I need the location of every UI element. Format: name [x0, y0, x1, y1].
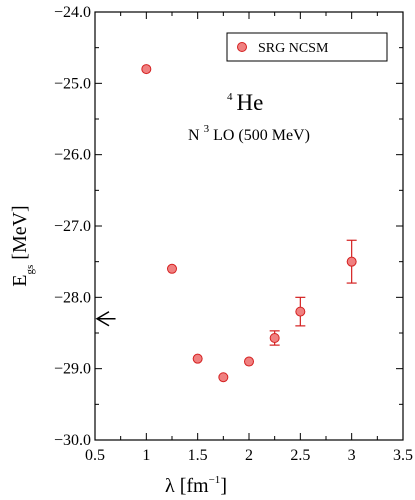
reference-arrow [95, 311, 116, 327]
nucleus-mass-number: 4 [227, 91, 233, 103]
x-axis-title: λ [fm−1] [165, 474, 227, 497]
tick-label-group: 0.5 1 1.5 2 2.5 3 3.5 −24.0 −25.0 −26.0 −27.0 −28.0… [54, 4, 413, 464]
y-axis-title-tail: [MeV] [9, 205, 31, 264]
x-tick-label: 3 [348, 447, 356, 464]
interaction-order: 3 [204, 123, 210, 135]
x-axis-title-tail: ] [220, 475, 227, 497]
x-tick-label: 3.5 [393, 447, 413, 464]
x-tick-label: 2.5 [290, 447, 310, 464]
data-point [167, 263, 177, 274]
data-point [141, 64, 152, 75]
y-axis-title: Egs [MeV] [9, 205, 36, 286]
nucleus-symbol: He [237, 90, 264, 115]
y-tick-label: −29.0 [54, 361, 91, 378]
data-point [295, 306, 306, 317]
y-axis-title-main: E [9, 275, 31, 287]
tick-group [94, 11, 404, 441]
legend: SRG NCSM [226, 32, 388, 62]
x-tick-label: 1.5 [188, 447, 208, 464]
legend-box [226, 32, 388, 62]
interaction-annotation: N 3 LO (500 MeV) [188, 119, 310, 144]
legend-label: SRG NCSM [258, 41, 329, 56]
data-points [141, 64, 357, 383]
y-tick-label: −27.0 [54, 218, 91, 235]
data-point [244, 356, 254, 367]
data-point [269, 332, 280, 343]
data-point [218, 372, 229, 383]
plot-frame [94, 11, 404, 441]
y-tick-label: −30.0 [54, 432, 91, 449]
legend-marker [237, 42, 247, 52]
interaction-prefix: N [188, 127, 200, 144]
nucleus-annotation: 4 He [227, 87, 263, 115]
data-point [346, 256, 357, 267]
interaction-rest: LO (500 MeV) [213, 127, 310, 144]
data-point [192, 353, 203, 364]
y-tick-label: −24.0 [54, 4, 91, 21]
x-tick-label: 0.5 [85, 447, 105, 464]
arrow-head [95, 311, 110, 327]
y-tick-label: −26.0 [54, 147, 91, 164]
y-tick-label: −25.0 [54, 75, 91, 92]
y-axis-title-sub: gs [24, 265, 36, 275]
x-axis-title-main: λ [fm [165, 475, 209, 497]
x-axis-title-sup: −1 [209, 474, 221, 486]
y-tick-label: −28.0 [54, 289, 91, 306]
x-tick-label: 2 [245, 447, 253, 464]
x-tick-label: 1 [142, 447, 150, 464]
